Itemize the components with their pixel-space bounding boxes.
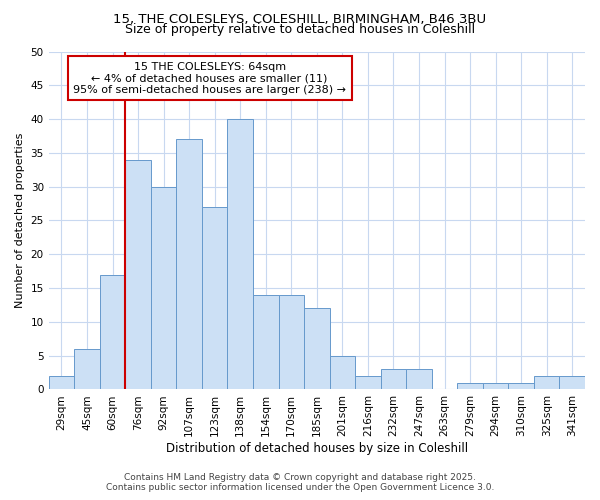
Bar <box>534 376 559 390</box>
Bar <box>508 382 534 390</box>
Text: Size of property relative to detached houses in Coleshill: Size of property relative to detached ho… <box>125 22 475 36</box>
Text: 15 THE COLESLEYS: 64sqm
← 4% of detached houses are smaller (11)
95% of semi-det: 15 THE COLESLEYS: 64sqm ← 4% of detached… <box>73 62 346 95</box>
Bar <box>125 160 151 390</box>
Bar <box>483 382 508 390</box>
Bar <box>151 186 176 390</box>
Bar <box>406 369 432 390</box>
Bar <box>304 308 329 390</box>
Bar <box>202 207 227 390</box>
Bar <box>49 376 74 390</box>
Bar <box>227 119 253 390</box>
Text: Contains HM Land Registry data © Crown copyright and database right 2025.
Contai: Contains HM Land Registry data © Crown c… <box>106 473 494 492</box>
Bar <box>329 356 355 390</box>
Bar <box>74 349 100 390</box>
Bar <box>278 295 304 390</box>
Bar <box>253 295 278 390</box>
Bar <box>380 369 406 390</box>
Bar <box>457 382 483 390</box>
Bar <box>100 274 125 390</box>
Bar <box>176 140 202 390</box>
Bar <box>559 376 585 390</box>
X-axis label: Distribution of detached houses by size in Coleshill: Distribution of detached houses by size … <box>166 442 468 455</box>
Text: 15, THE COLESLEYS, COLESHILL, BIRMINGHAM, B46 3BU: 15, THE COLESLEYS, COLESHILL, BIRMINGHAM… <box>113 12 487 26</box>
Bar <box>355 376 380 390</box>
Y-axis label: Number of detached properties: Number of detached properties <box>15 133 25 308</box>
